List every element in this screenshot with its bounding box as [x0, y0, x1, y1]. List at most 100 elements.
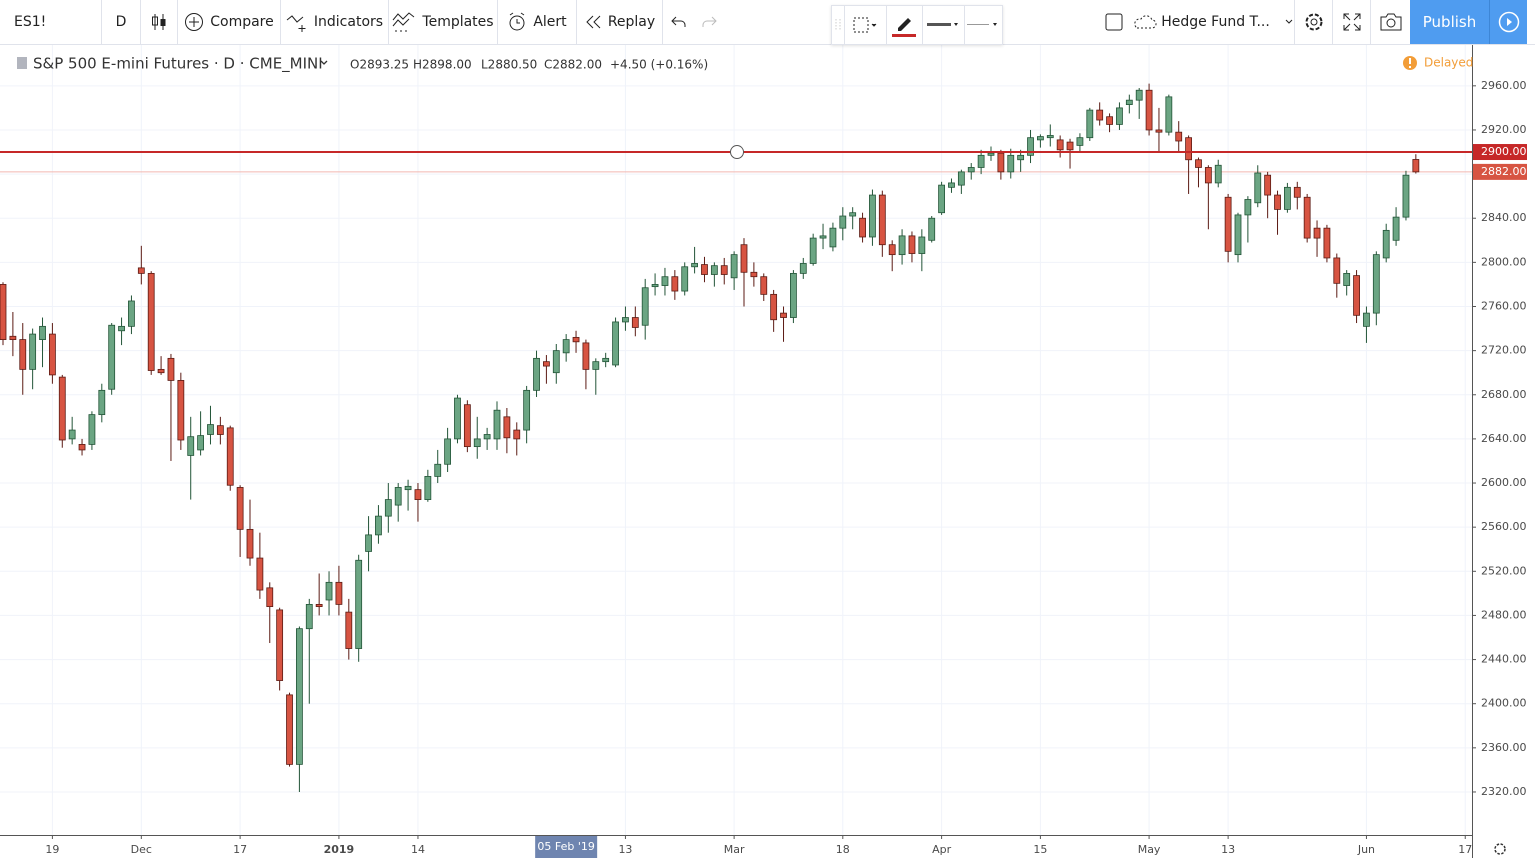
last-price-box — [1473, 163, 1527, 180]
candle-body — [1165, 96, 1173, 133]
settings-button[interactable] — [1295, 0, 1333, 44]
candle-body — [631, 317, 639, 328]
icon-camera — [1380, 13, 1401, 31]
candle-body — [839, 215, 847, 229]
drag-handle[interactable] — [832, 6, 845, 44]
x-tick-label: 13 — [1221, 843, 1235, 856]
interval-button[interactable]: D — [102, 0, 141, 44]
candle-body — [740, 244, 748, 273]
candle-body — [355, 559, 363, 649]
candle-body — [928, 217, 936, 241]
legend-low: L2880.50 — [481, 58, 537, 72]
x-tick-label: 13 — [618, 843, 632, 856]
candle-body — [562, 339, 570, 354]
y-tick-label: 2560.00 — [1481, 520, 1527, 533]
candle-body — [780, 312, 787, 318]
indicators-icon — [286, 15, 306, 32]
legend-caret — [320, 60, 328, 65]
candle-body — [829, 227, 837, 248]
icon-pen — [898, 18, 912, 31]
icon-square — [853, 17, 869, 33]
candle-body — [503, 416, 511, 439]
axis-settings-icon — [1494, 843, 1506, 855]
candle-body — [790, 272, 797, 318]
drawing-toolbar — [831, 5, 1003, 45]
axes: 19 Dec 17 2019 14 13 Mar 18 Apr 15 May 13 Jun 17 2320.… — [0, 45, 1527, 858]
chart-type-button[interactable] — [141, 0, 178, 44]
candle-body — [957, 171, 965, 186]
candle-body — [108, 324, 116, 390]
candle-body — [167, 357, 175, 381]
icon-lens — [1386, 18, 1395, 28]
y-tick-label: 2320.00 — [1481, 785, 1527, 798]
candle-body — [533, 357, 540, 391]
candle-body — [750, 271, 758, 278]
layout-caret — [1285, 19, 1293, 24]
candle-body — [286, 694, 293, 765]
candle-body — [1046, 135, 1054, 139]
symbol-search[interactable]: ES1! — [0, 0, 102, 44]
candle-body — [908, 235, 916, 254]
layout-button[interactable]: Hedge Fund T... — [1131, 0, 1295, 44]
delayed-icon-mark — [1409, 58, 1411, 64]
cloud-icon — [1134, 15, 1157, 29]
snapshot-button[interactable] — [1371, 0, 1410, 44]
candle-body — [819, 235, 827, 239]
compare-button[interactable]: Compare — [178, 0, 281, 44]
hline-price-box — [1473, 144, 1527, 161]
chart-type-icon — [152, 14, 166, 30]
candle-body — [977, 154, 985, 168]
candle-body — [157, 368, 165, 374]
icon-arrow — [702, 16, 717, 27]
templates-button[interactable]: Templates — [389, 0, 498, 44]
candle-body — [730, 254, 738, 279]
redo-button[interactable] — [694, 0, 724, 44]
symbol: ES1! — [14, 14, 47, 30]
y-tick-label: 2400.00 — [1481, 697, 1527, 710]
candle-body — [641, 287, 649, 326]
candle-body — [454, 397, 461, 440]
candle-body — [1303, 196, 1311, 239]
candle-body — [9, 335, 17, 340]
undo-icon — [670, 16, 685, 27]
candle-body — [1372, 254, 1380, 314]
candle-body — [365, 534, 372, 552]
crosshair-date-box — [535, 836, 598, 858]
y-tick-label: 2480.00 — [1481, 608, 1527, 621]
candle-body — [236, 487, 244, 530]
delayed-icon-dot — [1409, 66, 1411, 68]
undo-button[interactable] — [663, 0, 694, 44]
compare-icon — [185, 13, 204, 31]
indicators-button[interactable]: Indicators — [281, 0, 389, 44]
icon-plus — [298, 25, 306, 32]
color-button[interactable] — [887, 6, 923, 44]
publish-button[interactable]: Publish — [1410, 0, 1490, 44]
candle-body — [1234, 214, 1242, 256]
icon-square — [1105, 13, 1123, 31]
legend-title[interactable]: S&P 500 E-mini Futures · D · CME_MINI — [33, 55, 323, 74]
drag-icon — [835, 19, 841, 31]
candle-body — [295, 628, 303, 765]
candle-body — [592, 361, 600, 370]
candle-body — [137, 267, 145, 274]
x-tick-label: 15 — [1033, 843, 1047, 856]
line-width-button[interactable] — [923, 6, 965, 44]
candle-body — [315, 603, 323, 608]
visibility-button[interactable] — [845, 6, 887, 44]
visibility-icon — [853, 17, 877, 33]
plot — [0, 83, 1472, 792]
fullscreen-icon — [1343, 13, 1360, 31]
play-button[interactable] — [1490, 0, 1527, 44]
candle-body — [1037, 136, 1044, 141]
line-style-button[interactable] — [965, 6, 1002, 44]
candle-body — [197, 435, 205, 451]
replay-button[interactable]: Replay — [577, 0, 663, 44]
candle-body — [375, 515, 382, 536]
x-tick-label: Dec — [131, 843, 152, 856]
select-button[interactable] — [1097, 0, 1131, 44]
candle-body — [325, 581, 333, 601]
candle-body — [513, 429, 521, 440]
fullscreen-button[interactable] — [1333, 0, 1371, 44]
alert-button[interactable]: Alert — [498, 0, 577, 44]
